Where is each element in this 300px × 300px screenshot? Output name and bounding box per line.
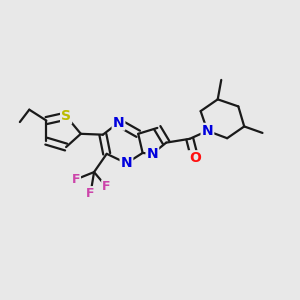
- Text: N: N: [121, 156, 132, 170]
- Text: O: O: [189, 151, 201, 165]
- Text: N: N: [113, 116, 124, 130]
- Text: S: S: [61, 109, 71, 123]
- Text: F: F: [86, 187, 95, 200]
- Text: N: N: [146, 147, 158, 161]
- Text: F: F: [72, 173, 80, 186]
- Text: F: F: [102, 180, 111, 193]
- Text: N: N: [202, 124, 213, 138]
